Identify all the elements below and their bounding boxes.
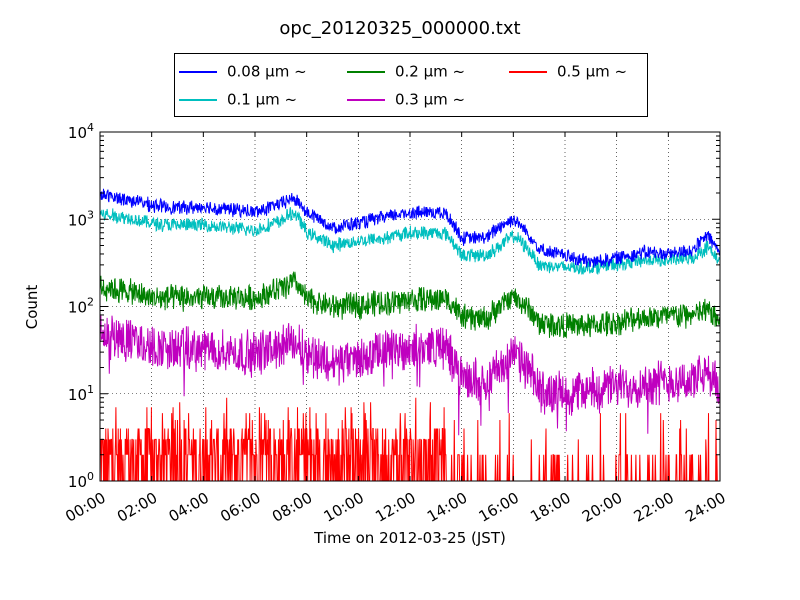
ticks: [99, 131, 721, 482]
x-tick-label: 00:00: [62, 489, 108, 526]
legend-item-05: 0.5 μm ~: [509, 61, 627, 81]
chart-title: opc_20120325_000000.txt: [279, 18, 521, 39]
legend-swatch: [347, 70, 385, 73]
legend-label: 0.3 μm ~: [395, 90, 466, 109]
legend-item-008: 0.08 μm ~: [179, 61, 307, 81]
y-tick-label-exp: 0: [87, 470, 94, 483]
y-tick-label-base: 10: [68, 124, 87, 142]
y-axis-label: Count: [23, 284, 41, 330]
legend-swatch: [509, 70, 547, 73]
x-axis-label: Time on 2012-03-25 (JST): [314, 529, 506, 547]
series-line-0: [100, 188, 720, 268]
y-tick-label: 100: [68, 470, 94, 491]
legend-swatch: [347, 98, 385, 101]
x-tick-label: 20:00: [579, 489, 625, 526]
legend-item-02: 0.2 μm ~: [347, 61, 465, 81]
y-tick-label-base: 10: [68, 299, 87, 317]
legend-label: 0.08 μm ~: [227, 62, 307, 81]
legend-item-03: 0.3 μm ~: [347, 89, 465, 109]
y-tick-label-base: 10: [68, 473, 87, 491]
x-tick-label: 06:00: [217, 489, 263, 526]
legend-swatch: [179, 70, 217, 73]
legend-label: 0.1 μm ~: [227, 90, 298, 109]
series-line-3: [100, 315, 720, 436]
x-tick-label: 12:00: [372, 489, 418, 526]
legend: 0.08 μm ~ 0.1 μm ~ 0.2 μm ~ 0.3 μm ~ 0.5…: [174, 53, 648, 117]
y-tick-label: 103: [68, 208, 94, 229]
series-line-2: [100, 270, 720, 339]
x-tick-label: 24:00: [682, 489, 728, 526]
series-line-4: [100, 397, 720, 481]
y-tick-label-exp: 3: [87, 208, 94, 221]
y-tick-label-base: 10: [68, 386, 87, 404]
legend-item-01: 0.1 μm ~: [179, 89, 297, 109]
x-tick-label: 10:00: [321, 489, 367, 526]
y-tick-label-exp: 1: [87, 383, 94, 396]
x-tick-label: 16:00: [476, 489, 522, 526]
x-tick-label: 02:00: [114, 489, 160, 526]
y-tick-label: 101: [68, 383, 94, 404]
y-tick-label: 104: [68, 121, 94, 142]
y-tick-label: 102: [68, 296, 94, 317]
x-tick-label: 04:00: [166, 489, 212, 526]
y-tick-label-base: 10: [68, 211, 87, 229]
y-tick-label-exp: 2: [87, 296, 94, 309]
x-tick-label: 18:00: [527, 489, 573, 526]
legend-label: 0.5 μm ~: [557, 62, 628, 81]
x-tick-label: 14:00: [424, 489, 470, 526]
legend-swatch: [179, 98, 217, 101]
x-tick-label: 22:00: [631, 489, 677, 526]
legend-label: 0.2 μm ~: [395, 62, 466, 81]
y-tick-label-exp: 4: [87, 121, 94, 134]
x-tick-label: 08:00: [269, 489, 315, 526]
